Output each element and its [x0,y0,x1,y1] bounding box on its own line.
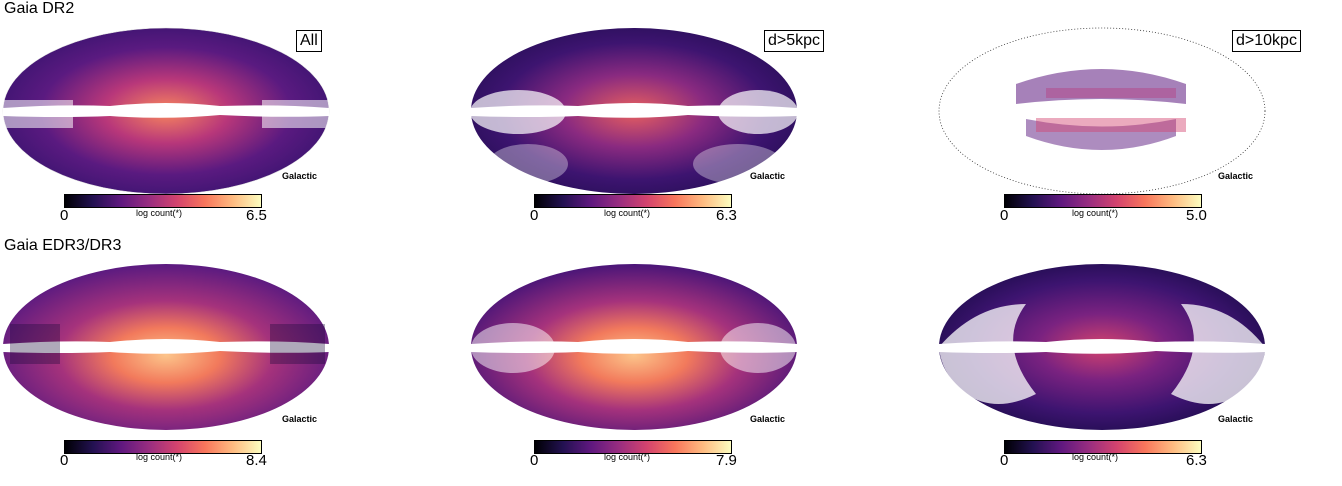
sky-map-panel: Galactic 0 7.9 log count(*) [468,264,808,486]
mollweide-sky-map [471,264,797,430]
colorbar-label: log count(*) [136,208,183,218]
projection-label: Galactic [1218,171,1254,181]
colorbar-min: 0 [530,207,539,224]
colorbar-label: log count(*) [604,208,651,218]
colorbar [534,440,732,454]
mollweide-sky-map [3,264,329,430]
subset-label: d>10kpc [1232,30,1301,52]
colorbar-max: 6.5 [246,207,267,224]
mollweide-sky-map [2,27,330,194]
sky-map-panel: d>5kpc Galactic 0 6.3 log count(*) [468,24,825,246]
colorbar-label: log count(*) [1072,208,1119,218]
mollweide-sky-map [470,28,798,194]
projection-label: Galactic [750,171,786,181]
colorbar [64,194,262,208]
projection-label: Galactic [750,414,786,424]
colorbar-max: 8.4 [246,452,267,469]
sky-map-panel: Galactic 0 6.3 log count(*) [936,264,1276,486]
colorbar-label: log count(*) [604,452,651,462]
colorbar [64,440,262,454]
projection-label: Galactic [1218,414,1254,424]
colorbar-min: 0 [60,207,69,224]
sky-map-panel: d>10kpc Galactic 0 5.0 log count(*) [936,24,1301,246]
projection-label: Galactic [282,171,318,181]
colorbar [534,194,732,208]
colorbar-label: log count(*) [1072,452,1119,462]
mollweide-sky-map [938,27,1266,194]
colorbar [1004,194,1202,208]
colorbar-min: 0 [1000,452,1009,469]
row-title-dr2: Gaia DR2 [4,0,75,17]
subset-label: d>5kpc [764,30,825,52]
colorbar-min: 0 [530,452,539,469]
colorbar [1004,440,1202,454]
colorbar-max: 6.3 [1186,452,1207,469]
colorbar-max: 7.9 [716,452,737,469]
subset-label: All [296,30,322,52]
colorbar-max: 6.3 [716,207,737,224]
sky-map-panel: All Galactic 0 6.5 log count(*) [0,24,340,246]
mollweide-sky-map [939,264,1265,430]
projection-label: Galactic [282,414,318,424]
row-title-edr3: Gaia EDR3/DR3 [4,237,122,254]
sky-map-panel: Galactic 0 8.4 log count(*) [0,264,340,486]
colorbar-max: 5.0 [1186,207,1207,224]
colorbar-min: 0 [1000,207,1009,224]
colorbar-label: log count(*) [136,452,183,462]
colorbar-min: 0 [60,452,69,469]
